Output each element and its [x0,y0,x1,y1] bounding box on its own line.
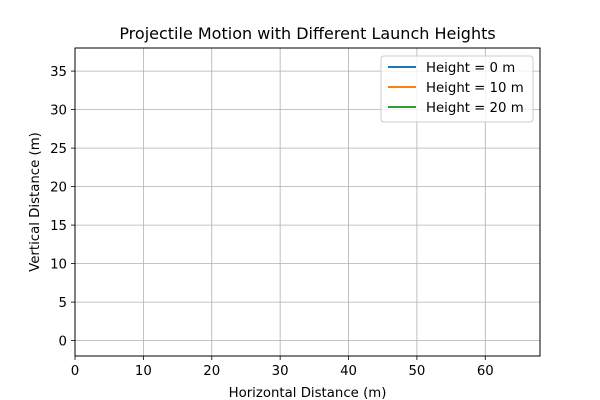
grid-lines [74,48,540,356]
x-tick-label: 40 [340,364,357,379]
y-tick-label: 0 [59,335,67,350]
legend-box [380,55,534,123]
axis-ticks: 0 10 20 30 40 50 60 0 5 10 15 20 25 30 35 [50,65,494,379]
y-tick-label: 30 [50,104,67,119]
y-axis-label: Vertical Distance (m) [28,132,43,272]
plot-frame [74,47,541,357]
y-tick-label: 10 [50,258,67,273]
x-tick-label: 60 [477,364,494,379]
y-tick-label: 20 [50,181,67,196]
x-axis-label: Horizontal Distance (m) [229,386,387,400]
legend-label: Height = 20 m [426,101,524,116]
y-tick-label: 35 [50,65,67,80]
y-tick-label: 15 [50,219,67,234]
x-tick-label: 50 [408,364,425,379]
x-tick-label: 10 [135,364,152,379]
legend: Height = 0 m Height = 10 m Height = 20 m [380,55,534,123]
y-tick-label: 5 [59,296,67,311]
x-tick-label: 30 [272,364,289,379]
y-tick-label: 25 [50,142,67,157]
legend-label: Height = 0 m [426,61,515,76]
legend-label: Height = 10 m [426,81,524,96]
chart-title: Projectile Motion with Different Launch … [119,24,495,43]
x-tick-label: 20 [203,364,220,379]
x-tick-label: 0 [71,364,79,379]
